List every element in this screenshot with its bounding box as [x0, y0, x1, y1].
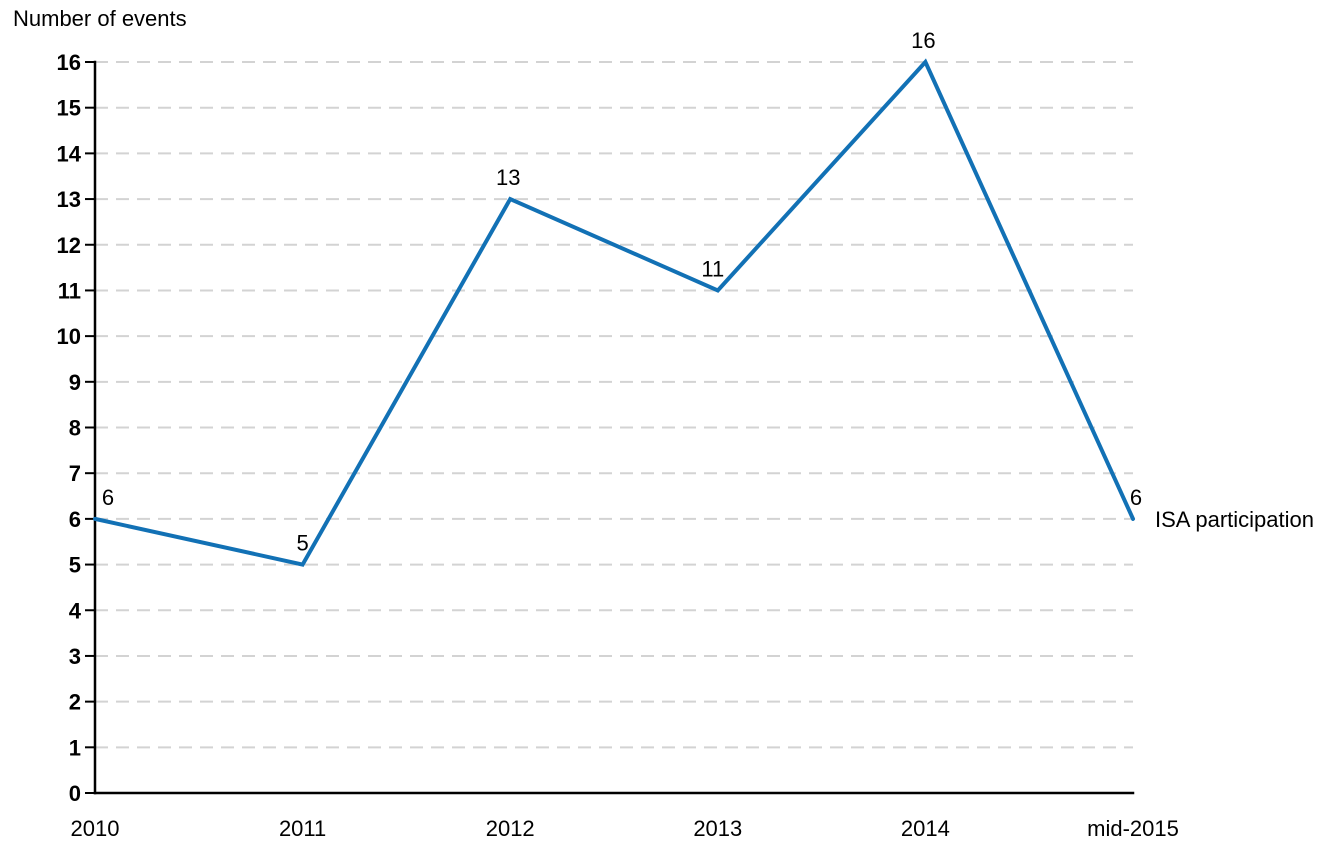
x-axis-label: mid-2015: [1087, 816, 1179, 841]
y-tick-label: 12: [57, 233, 81, 258]
y-tick-label: 10: [57, 324, 81, 349]
series-label: ISA participation: [1155, 507, 1314, 532]
y-tick-label: 8: [69, 416, 81, 441]
y-tick-label: 5: [69, 553, 81, 578]
data-label: 6: [102, 485, 114, 510]
y-tick-label: 0: [69, 781, 81, 806]
data-label: 11: [701, 256, 724, 281]
y-tick-label: 16: [57, 50, 81, 75]
y-tick-label: 11: [58, 278, 81, 303]
x-axis-label: 2010: [71, 816, 120, 841]
series-line: [93, 58, 1135, 567]
y-tick-label: 2: [69, 690, 81, 715]
data-label: 5: [296, 531, 308, 556]
y-axis-title: Number of events: [13, 6, 187, 31]
x-axis-label: 2012: [486, 816, 535, 841]
data-label: 13: [496, 165, 520, 190]
y-tick-label: 9: [69, 370, 81, 395]
y-tick-label: 13: [57, 187, 81, 212]
data-label: 6: [1130, 485, 1142, 510]
y-tick-label: 3: [69, 644, 81, 669]
x-axis-label: 2014: [901, 816, 950, 841]
y-tick-label: 15: [57, 96, 81, 121]
y-tick-label: 14: [57, 141, 82, 166]
y-tick-label: 6: [69, 507, 81, 532]
y-tick-label: 4: [69, 598, 82, 623]
data-label: 16: [911, 28, 935, 53]
x-axis-label: 2013: [693, 816, 742, 841]
y-tick-label: 7: [69, 461, 81, 486]
y-tick-label: 1: [69, 735, 81, 760]
x-axis-label: 2011: [279, 816, 326, 841]
